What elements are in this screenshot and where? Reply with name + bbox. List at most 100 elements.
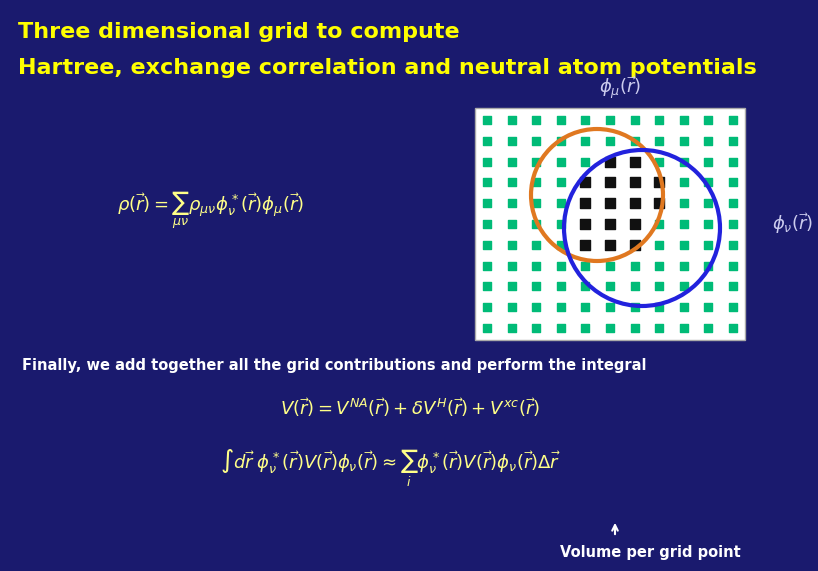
Point (480, 303, 493, 312)
Point (505, 136, 518, 146)
Point (726, 199, 739, 208)
Point (677, 136, 690, 146)
Point (505, 282, 518, 291)
Point (702, 178, 715, 187)
Point (702, 199, 715, 208)
Point (604, 136, 617, 146)
Point (480, 115, 493, 124)
Point (628, 157, 641, 166)
Point (555, 282, 568, 291)
Point (505, 240, 518, 250)
Point (579, 178, 592, 187)
Text: $V\left(\vec{r}\right)=V^{NA}\left(\vec{r}\right)+\delta V^{H}\left(\vec{r}\righ: $V\left(\vec{r}\right)=V^{NA}\left(\vec{… (280, 397, 540, 420)
Point (579, 303, 592, 312)
Point (530, 219, 543, 228)
Point (702, 303, 715, 312)
Point (555, 157, 568, 166)
Point (604, 157, 617, 166)
Point (726, 282, 739, 291)
Point (579, 199, 592, 208)
Point (628, 219, 641, 228)
Point (702, 219, 715, 228)
Point (604, 178, 617, 187)
Point (628, 282, 641, 291)
Point (726, 157, 739, 166)
Point (653, 323, 666, 332)
Point (555, 136, 568, 146)
Point (628, 323, 641, 332)
Point (726, 261, 739, 270)
Point (555, 115, 568, 124)
Point (653, 282, 666, 291)
Point (726, 219, 739, 228)
Point (726, 136, 739, 146)
Point (653, 178, 666, 187)
Point (628, 261, 641, 270)
Point (505, 199, 518, 208)
Point (677, 303, 690, 312)
Point (505, 323, 518, 332)
Point (653, 157, 666, 166)
Point (677, 261, 690, 270)
Point (505, 157, 518, 166)
Point (579, 136, 592, 146)
Point (555, 261, 568, 270)
Point (579, 240, 592, 250)
Point (555, 219, 568, 228)
Text: Three dimensional grid to compute: Three dimensional grid to compute (18, 22, 460, 42)
Point (530, 136, 543, 146)
Point (505, 303, 518, 312)
Point (480, 178, 493, 187)
Point (604, 240, 617, 250)
Point (653, 261, 666, 270)
Point (628, 303, 641, 312)
Point (480, 199, 493, 208)
Point (702, 157, 715, 166)
Point (505, 178, 518, 187)
Point (677, 240, 690, 250)
Point (677, 282, 690, 291)
Point (677, 178, 690, 187)
Point (505, 115, 518, 124)
Point (579, 219, 592, 228)
Text: Volume per grid point: Volume per grid point (560, 545, 740, 561)
Point (702, 261, 715, 270)
Point (530, 178, 543, 187)
Text: $\phi_{\mu}\left(\vec{r}\right)$: $\phi_{\mu}\left(\vec{r}\right)$ (599, 74, 641, 102)
Point (726, 303, 739, 312)
Point (604, 282, 617, 291)
Point (677, 157, 690, 166)
Point (480, 219, 493, 228)
Point (530, 282, 543, 291)
Text: Finally, we add together all the grid contributions and perform the integral: Finally, we add together all the grid co… (22, 358, 646, 373)
Point (530, 240, 543, 250)
Point (653, 115, 666, 124)
Point (604, 219, 617, 228)
Point (653, 199, 666, 208)
Point (480, 136, 493, 146)
Bar (475, 108, 745, 340)
Point (555, 303, 568, 312)
Text: $\phi_{\nu}\left(\vec{r}\right)$: $\phi_{\nu}\left(\vec{r}\right)$ (772, 212, 813, 236)
Point (726, 323, 739, 332)
Point (702, 323, 715, 332)
Point (702, 115, 715, 124)
Point (480, 323, 493, 332)
Point (530, 115, 543, 124)
Point (555, 323, 568, 332)
Point (653, 136, 666, 146)
Point (677, 199, 690, 208)
Point (726, 178, 739, 187)
Point (480, 157, 493, 166)
Point (505, 219, 518, 228)
Point (530, 261, 543, 270)
Text: $\rho\left(\vec{r}\right)=\sum_{\mu\nu}\rho_{\mu\nu}\phi^*_{\nu}\left(\vec{r}\ri: $\rho\left(\vec{r}\right)=\sum_{\mu\nu}\… (116, 189, 303, 231)
Point (677, 323, 690, 332)
Point (530, 323, 543, 332)
Point (505, 261, 518, 270)
Point (555, 199, 568, 208)
Text: Hartree, exchange correlation and neutral atom potentials: Hartree, exchange correlation and neutra… (18, 58, 757, 78)
Point (555, 240, 568, 250)
Point (530, 199, 543, 208)
Point (702, 136, 715, 146)
